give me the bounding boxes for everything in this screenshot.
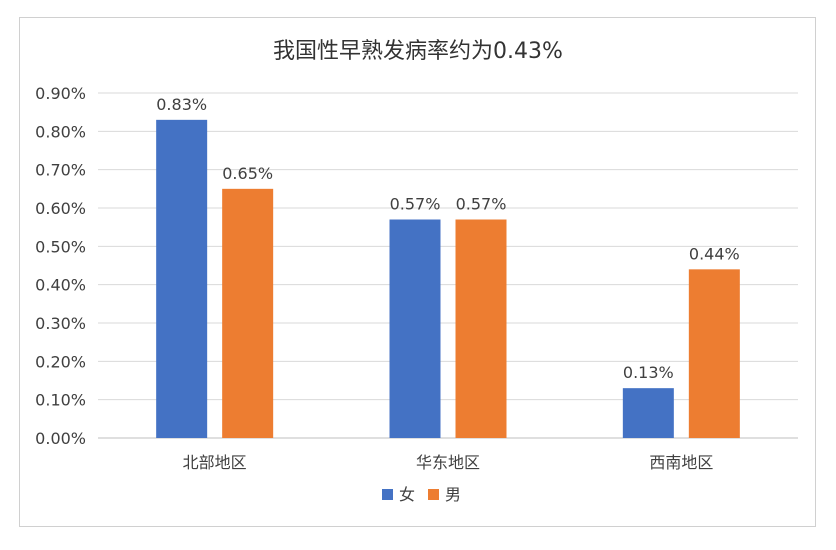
x-category-label: 华东地区: [416, 453, 480, 472]
y-tick-label: 0.60%: [35, 199, 86, 218]
data-labels: 0.83% 0.65% 0.57% 0.57% 0.13% 0.44%: [156, 95, 739, 382]
y-tick-label: 0.40%: [35, 276, 86, 295]
legend: 女男: [382, 485, 461, 504]
bars: [156, 119, 740, 438]
legend-swatch: [382, 489, 393, 500]
bar-女-西南地区: [622, 388, 674, 438]
y-tick-label: 0.10%: [35, 391, 86, 410]
legend-label: 男: [445, 485, 461, 504]
bar-男-西南地区: [688, 269, 740, 438]
data-label: 0.13%: [623, 363, 674, 382]
gridlines: [98, 92, 798, 439]
legend-label: 女: [399, 485, 415, 504]
x-category-label: 西南地区: [649, 453, 713, 472]
y-tick-label: 0.90%: [35, 84, 86, 103]
data-label: 0.44%: [689, 244, 740, 263]
data-label: 0.57%: [456, 195, 507, 214]
data-label: 0.83%: [156, 95, 207, 114]
bar-女-华东地区: [389, 219, 441, 438]
chart-title: 我国性早熟发病率约为0.43%: [273, 39, 563, 64]
y-tick-label: 0.80%: [35, 122, 86, 141]
bar-女-北部地区: [156, 119, 208, 438]
bar-男-华东地区: [455, 219, 507, 438]
bar-男-北部地区: [222, 188, 274, 438]
x-axis-categories: 北部地区 华东地区 西南地区: [183, 453, 714, 472]
y-axis-ticks: 0.00% 0.10% 0.20% 0.30% 0.40% 0.50% 0.60% 0.70%…: [35, 84, 86, 448]
x-category-label: 北部地区: [183, 453, 247, 472]
legend-swatch: [428, 489, 439, 500]
y-tick-label: 0.20%: [35, 352, 86, 371]
data-label: 0.65%: [222, 164, 273, 183]
y-tick-label: 0.50%: [35, 237, 86, 256]
data-label: 0.57%: [390, 195, 441, 214]
y-tick-label: 0.70%: [35, 161, 86, 180]
y-tick-label: 0.30%: [35, 314, 86, 333]
y-tick-label: 0.00%: [35, 429, 86, 448]
